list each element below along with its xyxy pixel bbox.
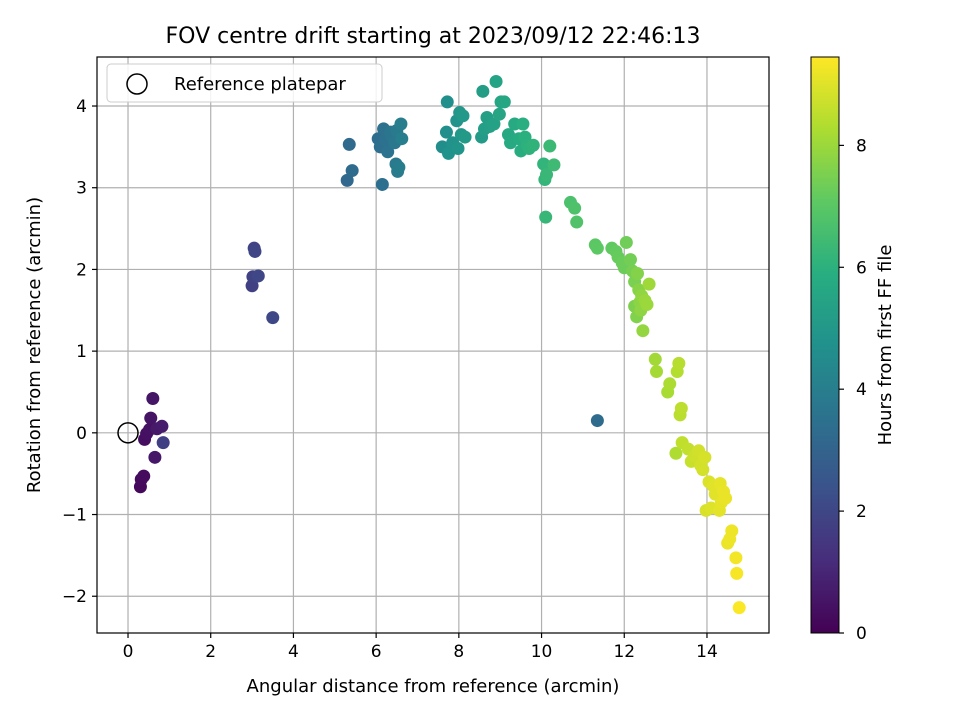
data-point <box>537 157 551 171</box>
data-point <box>489 75 503 89</box>
data-point <box>392 160 406 174</box>
grid-lines <box>97 57 769 633</box>
data-point <box>342 137 356 151</box>
data-point <box>440 95 454 109</box>
y-tick-label: 2 <box>76 260 87 280</box>
colorbar-gradient <box>810 56 840 634</box>
data-point <box>451 142 465 156</box>
data-point <box>156 436 170 450</box>
colorbar-tick-label: 2 <box>856 502 867 522</box>
data-point <box>526 138 540 152</box>
data-point <box>648 352 662 366</box>
legend-entry-reference: Reference platepar <box>174 74 346 95</box>
data-point <box>630 267 644 281</box>
data-point <box>539 210 553 224</box>
data-point <box>394 117 408 131</box>
x-tick-label: 14 <box>696 642 718 662</box>
data-point <box>516 117 530 131</box>
y-tick-label: 4 <box>76 97 87 117</box>
colorbar-tick-label: 8 <box>856 136 867 156</box>
colorbar-tick-label: 6 <box>856 258 867 278</box>
legend-marker-reference <box>126 73 148 95</box>
data-point <box>395 132 409 146</box>
data-point <box>730 566 744 580</box>
data-point <box>672 356 686 370</box>
data-point <box>381 145 395 159</box>
data-point <box>674 401 688 415</box>
colorbar: 0 2 4 6 8 Hours from first FF file <box>810 56 896 644</box>
data-point <box>266 311 280 325</box>
colorbar-tick-label: 0 <box>856 624 867 644</box>
data-point <box>568 201 582 215</box>
legend: Reference platepar <box>106 63 383 103</box>
x-tick-label: 12 <box>613 642 635 662</box>
data-point <box>251 269 265 283</box>
plot-frame <box>96 56 770 634</box>
y-tick-label: −2 <box>62 587 87 607</box>
data-point <box>456 109 470 123</box>
data-point <box>732 601 746 615</box>
data-point <box>570 215 584 229</box>
data-point <box>590 241 604 255</box>
data-point <box>669 446 683 460</box>
data-point <box>636 324 650 338</box>
data-point <box>696 463 710 477</box>
y-axis-ticks: −2 −1 0 1 2 3 4 <box>62 97 97 607</box>
data-point <box>248 244 262 258</box>
data-point <box>590 414 604 428</box>
data-point <box>146 392 160 406</box>
y-tick-label: 0 <box>76 424 87 444</box>
colorbar-ticks: 0 2 4 6 8 <box>839 136 867 644</box>
data-points <box>117 75 746 615</box>
data-point <box>345 164 359 178</box>
data-point <box>458 130 472 144</box>
x-tick-label: 4 <box>288 642 299 662</box>
data-point <box>619 235 633 249</box>
data-point <box>640 298 654 312</box>
data-point <box>144 411 158 425</box>
data-point <box>540 168 554 182</box>
data-point <box>137 469 151 483</box>
colorbar-tick-label: 4 <box>856 380 867 400</box>
x-tick-label: 6 <box>371 642 382 662</box>
data-point <box>719 491 733 505</box>
data-point <box>492 107 506 121</box>
x-tick-label: 2 <box>205 642 216 662</box>
data-point <box>543 139 557 153</box>
legend-box <box>106 63 383 103</box>
x-tick-label: 8 <box>453 642 464 662</box>
data-point <box>497 95 511 109</box>
colorbar-label: Hours from first FF file <box>875 245 896 446</box>
data-point <box>623 253 637 267</box>
data-point <box>729 551 743 565</box>
reference-platepar-marker <box>117 422 139 444</box>
data-point <box>340 173 354 187</box>
data-point <box>725 524 739 538</box>
data-point <box>642 277 656 291</box>
y-tick-label: 3 <box>76 179 87 199</box>
data-point <box>476 84 490 98</box>
data-point <box>148 450 162 464</box>
y-axis-label: Rotation from reference (arcmin) <box>24 197 45 493</box>
x-axis-ticks: 0 2 4 6 8 10 12 14 <box>123 633 718 662</box>
data-point <box>439 125 453 139</box>
data-point <box>375 177 389 191</box>
data-point <box>155 419 169 433</box>
x-axis-label: Angular distance from reference (arcmin) <box>247 676 620 697</box>
x-tick-label: 10 <box>531 642 553 662</box>
y-tick-label: 1 <box>76 342 87 362</box>
y-tick-label: −1 <box>62 506 87 526</box>
x-tick-label: 0 <box>123 642 134 662</box>
data-point <box>547 158 561 172</box>
data-point <box>663 377 677 391</box>
data-point <box>698 450 712 464</box>
data-point <box>650 365 664 379</box>
data-point <box>487 117 501 131</box>
chart-title: FOV centre drift starting at 2023/09/12 … <box>166 24 701 49</box>
